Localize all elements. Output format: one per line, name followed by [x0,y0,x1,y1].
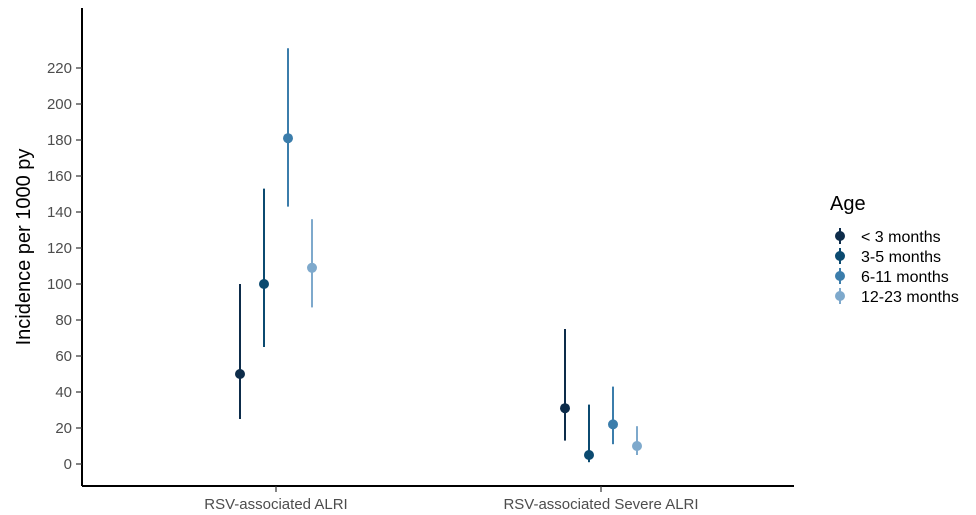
y-tick-label: 140 [47,204,72,221]
data-point [307,262,317,273]
y-tick-label: 40 [55,384,72,401]
y-tick-label: 100 [47,276,72,293]
legend-label: < 3 months [861,229,941,246]
y-axis-title: Incidence per 1000 py [13,149,35,346]
legend-label: 3-5 months [861,249,941,266]
y-tick-label: 180 [47,132,72,149]
x-tick-label: RSV-associated ALRI [204,496,347,513]
x-ticks: RSV-associated ALRI RSV-associated Severe… [204,486,699,513]
plot-area: 0 20 40 60 80 100 120 140 160 180 200 220 RSV-assoc… [47,8,794,513]
legend-key-point [835,231,845,241]
y-tick-label: 120 [47,240,72,257]
legend-label: 12-23 months [861,289,959,306]
data-point [608,419,618,430]
data-marks [235,48,642,463]
data-point [259,279,269,289]
y-tick-label: 160 [47,168,72,185]
y-tick-label: 220 [47,60,72,77]
legend-key-point [835,291,845,301]
legend-key-point [835,271,845,281]
x-tick-label: RSV-associated Severe ALRI [503,496,698,513]
legend[interactable]: Age < 3 months 3-5 months 6-11 months 12-23… [830,193,959,306]
data-point [584,450,594,460]
legend-key-point [835,251,845,261]
data-point [283,133,293,144]
y-tick-label: 200 [47,96,72,113]
legend-items: < 3 months 3-5 months 6-11 months 12-23 mon… [835,228,959,306]
legend-title: Age [830,193,866,215]
y-tick-label: 0 [64,456,72,473]
data-point [632,441,642,451]
y-ticks: 0 20 40 60 80 100 120 140 160 180 200 220 [47,60,82,473]
y-tick-label: 60 [55,348,72,365]
data-point [560,403,570,414]
data-point [235,369,245,379]
y-tick-label: 20 [55,420,72,437]
legend-label: 6-11 months [861,269,949,286]
y-tick-label: 80 [55,312,72,329]
